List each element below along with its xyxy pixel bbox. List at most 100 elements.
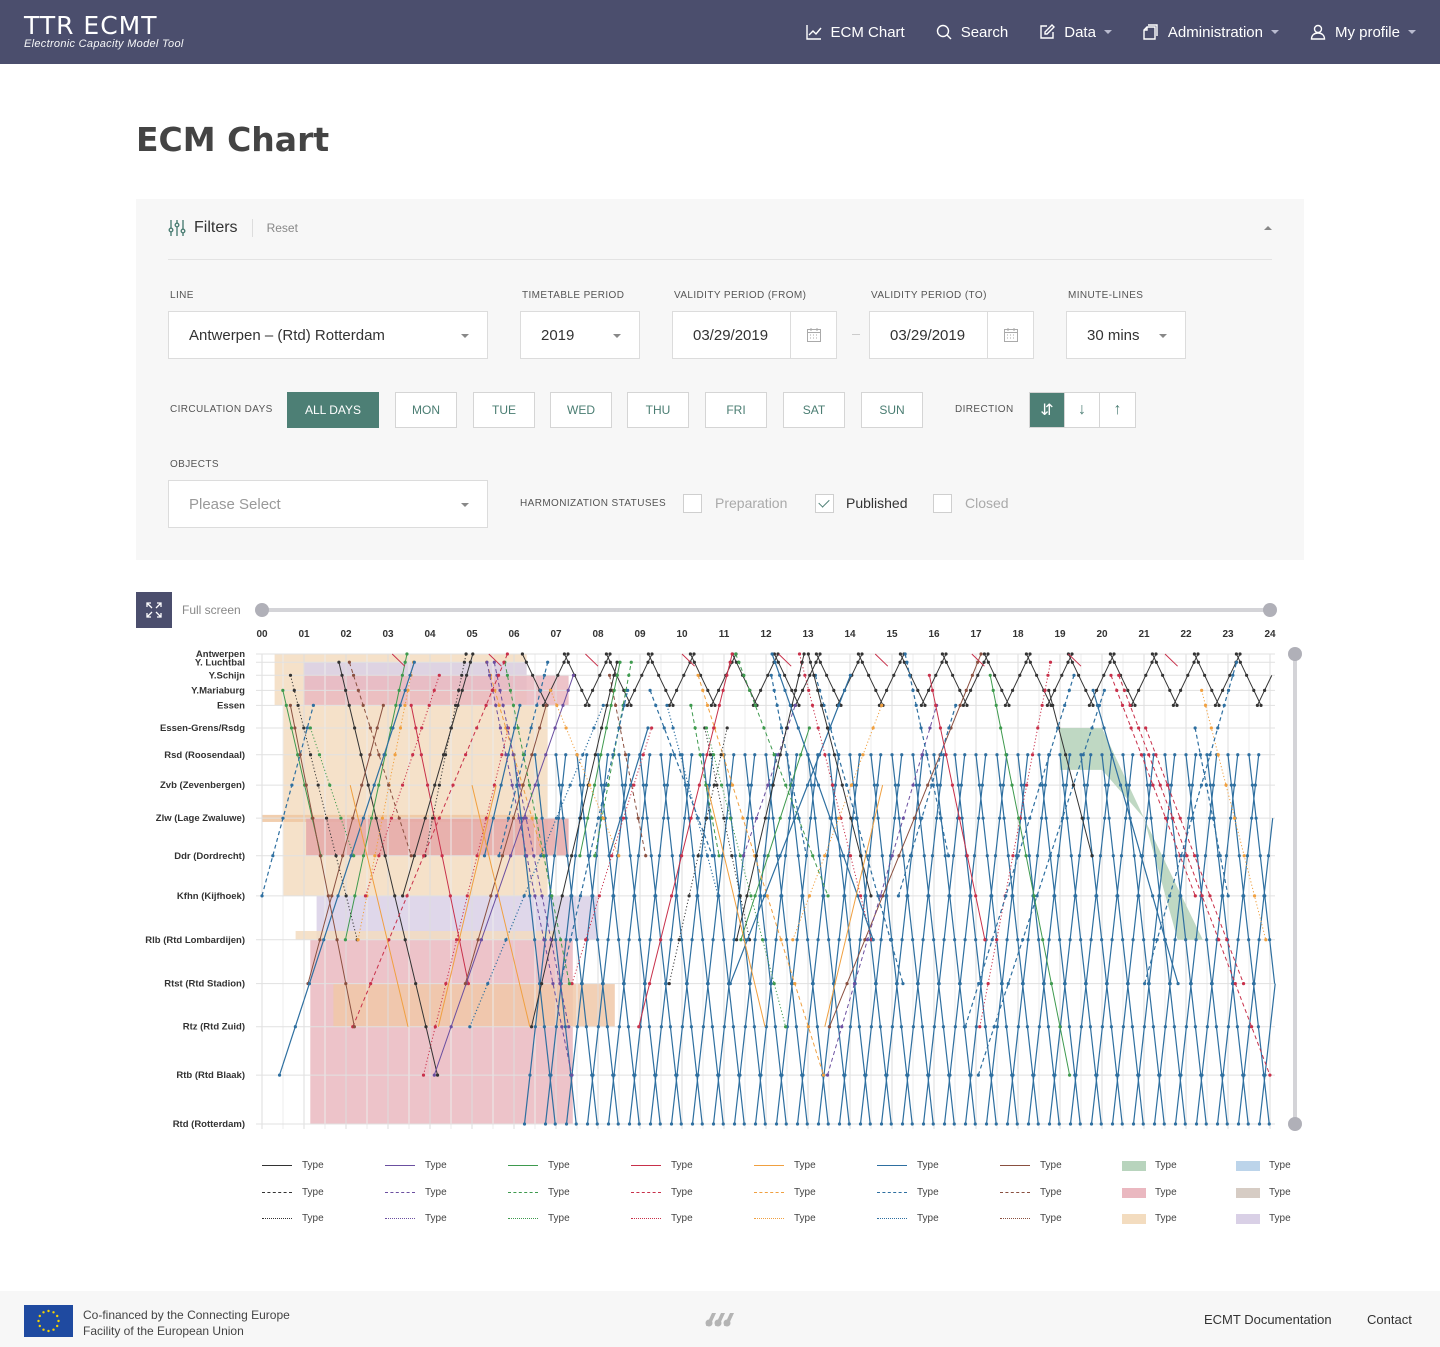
nav-data[interactable]: Data (1038, 23, 1112, 41)
preparation-checkbox[interactable] (683, 494, 702, 513)
direction-down-button[interactable]: ↓ (1065, 393, 1100, 427)
legend-item[interactable]: Type (262, 1187, 324, 1198)
validity-to-input[interactable]: 03/29/2019 (869, 311, 1034, 359)
train-stop-dot (790, 982, 794, 986)
train-stop-dot (858, 894, 863, 898)
legend-label: Type (548, 1187, 570, 1198)
train-stop-dot (361, 816, 366, 820)
station-slider-start-handle[interactable] (1288, 647, 1302, 661)
ecm-chart[interactable]: 00 01 02 03 04 05 06 07 08 09 10 11 12 13 14 15 16 17 18 19… (130, 596, 1310, 1141)
legend-item[interactable]: Type (385, 1187, 447, 1198)
legend-item[interactable]: Type (1000, 1187, 1062, 1198)
hour-tick-label: 01 (298, 629, 310, 640)
direction-up-button[interactable]: ↑ (1113, 401, 1122, 418)
legend-item[interactable]: Type (1000, 1160, 1062, 1171)
time-slider-end-handle[interactable] (1263, 603, 1277, 617)
train-path (649, 754, 693, 1125)
line-select[interactable]: Antwerpen – (Rtd) Rotterdam (168, 311, 488, 359)
nav-search[interactable]: Search (935, 23, 1008, 41)
legend-item[interactable]: Type (1000, 1213, 1062, 1224)
nav-my-profile[interactable]: My profile (1309, 23, 1416, 41)
train-stop-dot (1226, 1025, 1230, 1029)
legend-item[interactable]: Type (754, 1213, 816, 1224)
train-stop-dot (710, 816, 714, 820)
legend-item[interactable]: Type (508, 1187, 570, 1198)
collapse-icon[interactable] (1264, 226, 1272, 230)
nav-ecm-chart[interactable]: ECM Chart (805, 23, 905, 41)
day-tue-button[interactable]: TUE (473, 392, 535, 428)
train-stop-dot (947, 726, 951, 730)
day-wed-button[interactable]: WED (550, 392, 612, 428)
direction-both-button[interactable]: ⇵ (1030, 393, 1065, 427)
legend-item[interactable]: Type (1236, 1213, 1291, 1224)
train-stop-dot (1036, 1122, 1040, 1126)
legend-item[interactable]: Type (385, 1213, 447, 1224)
closed-checkbox[interactable] (933, 494, 952, 513)
legend-item[interactable]: Type (631, 1187, 693, 1198)
legend-item[interactable]: Type (385, 1160, 447, 1171)
validity-from-input[interactable]: 03/29/2019 (672, 311, 837, 359)
train-stop-dot (380, 816, 384, 820)
train-stop-dot (931, 783, 935, 787)
minute-lines-select[interactable]: 30 mins (1066, 311, 1186, 359)
train-stop-dot (271, 854, 275, 858)
train-path (1027, 754, 1071, 1125)
calendar-icon[interactable] (987, 312, 1033, 358)
legend-item[interactable]: Type (754, 1160, 816, 1171)
legend-item[interactable]: Type (508, 1213, 570, 1224)
train-stop-dot (772, 652, 777, 656)
legend-item[interactable]: Type (754, 1187, 816, 1198)
day-mon-button[interactable]: MON (395, 392, 457, 428)
train-stop-dot (678, 753, 682, 757)
day-thu-button[interactable]: THU (627, 392, 689, 428)
legend-item[interactable]: Type (877, 1187, 939, 1198)
chevron-down-icon (613, 334, 621, 338)
station-slider-end-handle[interactable] (1288, 1117, 1302, 1131)
day-fri-button[interactable]: FRI (705, 392, 767, 428)
train-path (486, 662, 544, 856)
train-stop-dot (1179, 1073, 1183, 1077)
train-stop-dot (1151, 783, 1155, 787)
reset-button[interactable]: Reset (266, 221, 298, 235)
nav-administration[interactable]: Administration (1142, 23, 1279, 41)
train-stop-dot (774, 1122, 779, 1126)
legend-item[interactable]: Type (631, 1160, 693, 1171)
fullscreen-button[interactable] (136, 592, 172, 628)
app-logo[interactable]: TTR ECMT Electronic Capacity Model Tool (24, 13, 184, 50)
train-stop-dot (940, 652, 945, 656)
train-stop-dot (977, 783, 981, 787)
legend-item[interactable]: Type (262, 1160, 324, 1171)
legend-item[interactable]: Type (631, 1213, 693, 1224)
calendar-icon[interactable] (790, 312, 836, 358)
train-stop-dot (629, 783, 633, 787)
train-stop-dot (806, 783, 810, 787)
legend-item[interactable]: Type (262, 1213, 324, 1224)
train-path (1122, 754, 1165, 1125)
time-slider-start-handle[interactable] (255, 603, 269, 617)
train-path (891, 754, 934, 1125)
legend-item[interactable]: Type (1236, 1187, 1291, 1198)
published-checkbox[interactable] (815, 494, 834, 513)
day-sun-button[interactable]: SUN (861, 392, 923, 428)
timetable-period-select[interactable]: 2019 (520, 311, 640, 359)
objects-select[interactable]: Please Select (168, 480, 488, 528)
train-stop-dot (1016, 854, 1020, 858)
train-stop-dot (898, 660, 902, 664)
train-stop-dot (530, 753, 534, 757)
ecmt-documentation-link[interactable]: ECMT Documentation (1204, 1312, 1332, 1327)
train-stop-dot (337, 660, 341, 664)
legend-item[interactable]: Type (1122, 1213, 1177, 1224)
day-all-days-button[interactable]: ALL DAYS (287, 392, 379, 428)
legend-item[interactable]: Type (1122, 1187, 1177, 1198)
train-stop-dot (669, 1122, 674, 1126)
legend-item[interactable]: Type (1236, 1160, 1291, 1171)
train-stop-dot (1187, 816, 1191, 820)
legend-item[interactable]: Type (877, 1160, 939, 1171)
legend-item[interactable]: Type (508, 1160, 570, 1171)
legend-item[interactable]: Type (877, 1213, 939, 1224)
day-sat-button[interactable]: SAT (783, 392, 845, 428)
contact-link[interactable]: Contact (1367, 1312, 1412, 1327)
legend-item[interactable]: Type (1122, 1160, 1177, 1171)
train-stop-dot (544, 703, 548, 707)
train-stop-dot (1132, 854, 1136, 858)
